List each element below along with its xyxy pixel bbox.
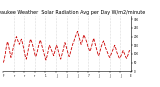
Title: Milwaukee Weather  Solar Radiation Avg per Day W/m2/minute: Milwaukee Weather Solar Radiation Avg pe…: [0, 10, 145, 15]
